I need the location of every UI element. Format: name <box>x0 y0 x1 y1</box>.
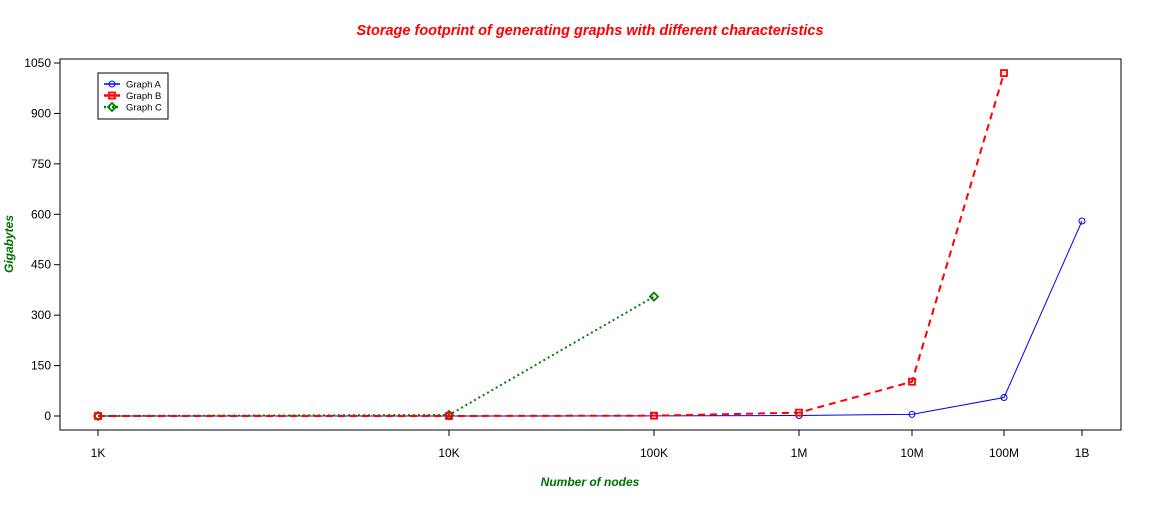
data-point <box>445 412 453 420</box>
data-point <box>908 410 916 418</box>
x-tick-label: 100K <box>640 446 668 460</box>
legend-marker <box>108 91 116 100</box>
data-point <box>908 377 916 386</box>
y-tick-label: 300 <box>31 308 51 322</box>
data-point <box>650 411 658 420</box>
x-tick-label: 10M <box>900 446 923 460</box>
legend-item: Graph C <box>104 101 162 114</box>
series-graph-c <box>92 291 660 422</box>
y-axis: 0 150 300 450 600 750 900 1050 <box>24 56 60 423</box>
data-point <box>648 291 660 302</box>
data-point <box>1000 69 1008 77</box>
series-graph-a <box>94 217 1086 420</box>
y-axis-label: Gigabytes <box>2 215 16 273</box>
x-axis: 1K 10K 100K 1M 10M 100M 1B <box>91 430 1090 460</box>
legend-label: Graph C <box>126 103 162 114</box>
x-tick-label: 100M <box>989 446 1019 460</box>
legend-marker <box>108 80 116 88</box>
legend-item: Graph A <box>104 80 162 91</box>
data-point <box>1078 217 1086 225</box>
y-tick-label: 750 <box>31 157 51 171</box>
series-line <box>97 295 655 417</box>
legend-label: Graph A <box>126 80 162 91</box>
x-tick-label: 1B <box>1075 446 1090 460</box>
data-point <box>1000 394 1008 402</box>
x-tick-label: 1K <box>91 446 106 460</box>
x-tick-label: 1M <box>791 446 808 460</box>
x-tick-label: 10K <box>438 446 459 460</box>
legend-label: Graph B <box>126 91 161 102</box>
data-point <box>94 412 102 420</box>
series-line <box>98 220 1083 417</box>
series-line <box>98 72 1005 417</box>
y-tick-label: 600 <box>31 207 51 221</box>
y-tick-label: 900 <box>31 106 51 120</box>
chart-title: Storage footprint of generating graphs w… <box>356 23 823 39</box>
legend-marker <box>106 101 118 113</box>
data-point <box>795 408 803 417</box>
y-tick-label: 1050 <box>24 56 51 70</box>
y-tick-label: 150 <box>31 359 51 373</box>
legend-item: Graph B <box>104 91 161 102</box>
series-layer <box>92 69 1086 422</box>
y-tick-label: 450 <box>31 258 51 272</box>
plot-frame <box>59 58 1122 431</box>
y-tick-label: 0 <box>44 409 51 423</box>
series-graph-b <box>94 69 1008 420</box>
x-axis-label: Number of nodes <box>541 475 640 489</box>
